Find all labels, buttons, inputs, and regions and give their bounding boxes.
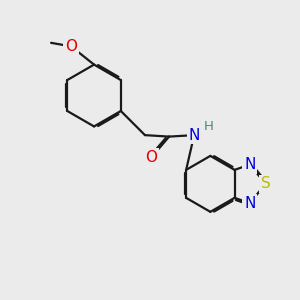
Text: O: O — [65, 39, 77, 54]
Text: O: O — [146, 150, 158, 165]
Text: S: S — [261, 176, 270, 191]
Text: H: H — [203, 120, 213, 133]
Text: N: N — [244, 196, 256, 211]
Text: N: N — [188, 128, 200, 142]
Text: N: N — [244, 157, 256, 172]
